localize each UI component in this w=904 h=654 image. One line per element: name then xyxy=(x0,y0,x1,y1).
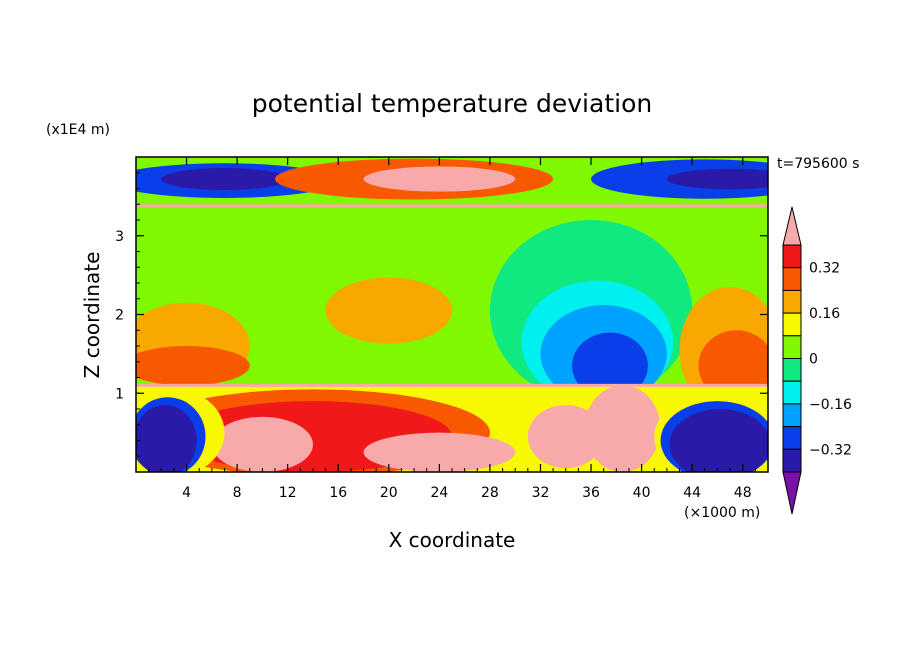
x-tick-label: 44 xyxy=(683,485,701,501)
x-tick-label: 20 xyxy=(380,485,398,501)
x-tick-label: 8 xyxy=(233,485,242,501)
contour-field xyxy=(136,157,768,472)
contour-region xyxy=(363,432,516,472)
y-tick-label: 3 xyxy=(115,229,124,245)
colorbar-label: 0.32 xyxy=(809,261,840,277)
contour-region xyxy=(584,385,661,472)
contour-region xyxy=(211,416,313,472)
contour-region xyxy=(666,168,768,190)
contour-region xyxy=(136,405,197,472)
contour-region xyxy=(527,405,604,469)
x-tick-label: 40 xyxy=(633,485,651,501)
colorbar-swatch xyxy=(782,289,802,314)
colorbar: 0.32 0.16 0 −0.16 −0.32 xyxy=(782,206,852,515)
x-axis-ticks: 4 8 12 16 20 24 28 32 36 40 44 48 xyxy=(148,157,756,501)
colorbar-bottom-arrow xyxy=(782,471,802,515)
colorbar-swatch xyxy=(782,312,802,337)
colorbar-swatch xyxy=(782,403,802,428)
y-unit-label: (x1E4 m) xyxy=(46,122,110,138)
y-axis-label: Z coordinate xyxy=(80,252,104,379)
x-tick-label: 4 xyxy=(182,485,191,501)
contour-region xyxy=(325,277,452,344)
contour-region xyxy=(572,332,648,386)
y-tick-label: 1 xyxy=(115,386,124,402)
colorbar-swatch xyxy=(782,244,802,269)
colorbar-swatch xyxy=(782,358,802,382)
colorbar-label: 0 xyxy=(809,352,818,368)
x-tick-label: 32 xyxy=(532,485,550,501)
colorbar-swatch xyxy=(782,426,802,450)
colorbar-label: −0.16 xyxy=(809,397,852,413)
colorbar-swatch xyxy=(782,267,802,291)
x-tick-label: 28 xyxy=(481,485,499,501)
contour-region xyxy=(161,168,288,191)
colorbar-top-arrow xyxy=(782,206,802,246)
chart-title: potential temperature deviation xyxy=(252,89,652,118)
contour-region xyxy=(136,346,250,386)
x-tick-label: 24 xyxy=(430,485,448,501)
x-tick-label: 16 xyxy=(329,485,347,501)
x-tick-label: 48 xyxy=(734,485,752,501)
colorbar-label: −0.32 xyxy=(809,442,852,458)
contour-region xyxy=(363,166,516,192)
colorbar-swatch xyxy=(782,380,802,405)
x-tick-label: 12 xyxy=(279,485,297,501)
time-label: t=795600 s xyxy=(777,156,859,172)
colorbar-swatch xyxy=(782,448,802,473)
colorbar-label: 0.16 xyxy=(809,306,840,322)
y-axis-ticks: 1 2 3 xyxy=(115,172,768,457)
x-unit-label: (×1000 m) xyxy=(684,505,760,521)
x-axis-label: X coordinate xyxy=(389,528,516,552)
colorbar-swatch xyxy=(782,335,802,359)
contour-region xyxy=(669,409,768,472)
y-tick-label: 2 xyxy=(115,308,124,324)
contour-region xyxy=(698,330,768,386)
x-tick-label: 36 xyxy=(582,485,600,501)
